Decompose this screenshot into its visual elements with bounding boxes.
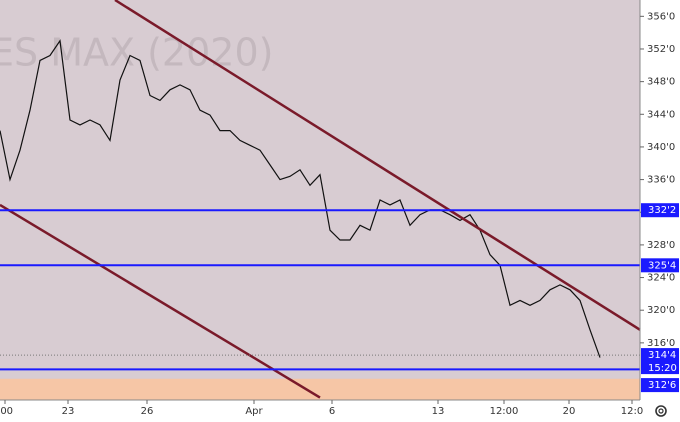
x-tick-label: 26 (141, 406, 154, 417)
y-tick-label: 320'0 (647, 305, 675, 316)
level-label: 312'6 (648, 380, 676, 391)
time-axis (0, 400, 640, 422)
y-tick-label: 356'0 (647, 11, 675, 22)
y-tick-label: 316'0 (647, 338, 675, 349)
level-label: 332'2 (648, 205, 676, 216)
level-label: 325'4 (648, 260, 676, 271)
level-tag (641, 378, 679, 393)
x-tick-label: 20 (563, 406, 576, 417)
y-tick-label: 352'0 (647, 44, 675, 55)
trend-line (114, 0, 641, 331)
x-tick-label: 23 (62, 406, 75, 417)
gear-hub[interactable] (658, 408, 664, 414)
x-tick-label: Apr (245, 406, 263, 417)
level-tag (641, 258, 679, 273)
countdown: 15:20 (648, 363, 677, 374)
settings-icon[interactable] (655, 405, 667, 417)
plot-background (0, 0, 640, 400)
zone (0, 378, 640, 400)
y-tick-label: 336'0 (647, 175, 675, 186)
level-tag (641, 203, 679, 218)
last-price-tag (641, 348, 679, 375)
x-tick-label: :00 (0, 406, 13, 417)
y-tick-label: 344'0 (647, 109, 675, 120)
y-tick-label: 340'0 (647, 142, 675, 153)
layer (0, 0, 641, 400)
x-tick-label: 12:00 (490, 406, 519, 417)
last-price-label: 314'4 (648, 350, 676, 361)
trend-line (0, 203, 321, 399)
x-tick-label: 12:0 (621, 406, 643, 417)
gear[interactable] (655, 405, 667, 417)
y-tick-label: 328'0 (647, 240, 675, 251)
x-tick-label: 6 (329, 406, 335, 417)
watermark: ES MAX (2020) (0, 31, 273, 75)
y-tick-label: 324'0 (647, 273, 675, 284)
x-tick-label: 13 (432, 406, 445, 417)
y-tick-label: 348'0 (647, 77, 675, 88)
